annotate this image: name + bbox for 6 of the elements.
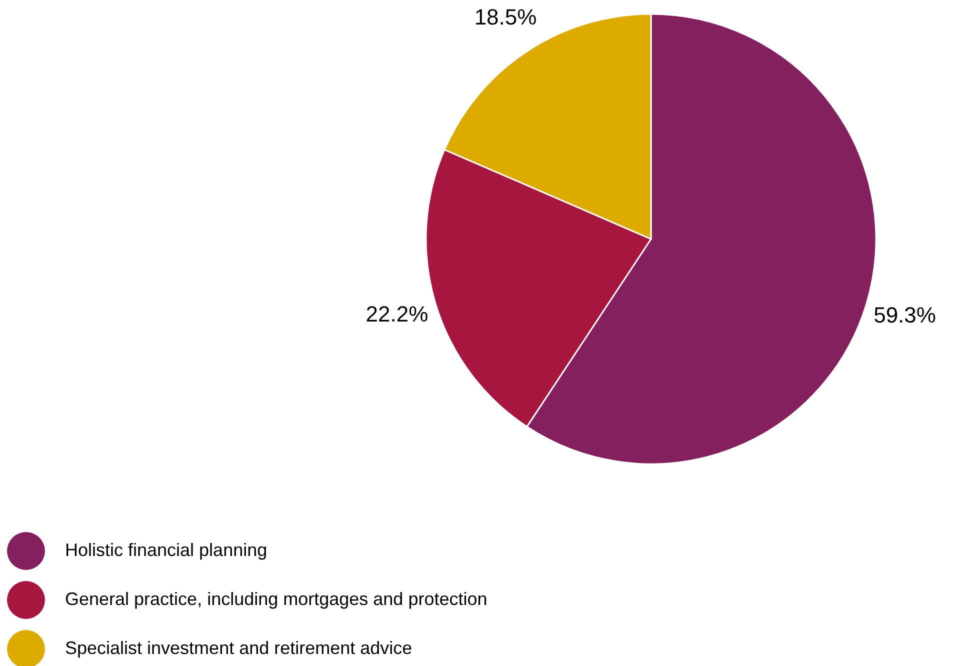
data-label: 18.5% xyxy=(474,4,537,30)
legend-label: General practice, including mortgages and protection xyxy=(65,589,488,609)
data-label: 59.3% xyxy=(874,302,936,328)
legend-label: Specialist investment and retirement advice xyxy=(65,638,412,658)
data-label: 22.2% xyxy=(366,302,428,327)
legend-label: Holistic financial planning xyxy=(65,540,268,560)
